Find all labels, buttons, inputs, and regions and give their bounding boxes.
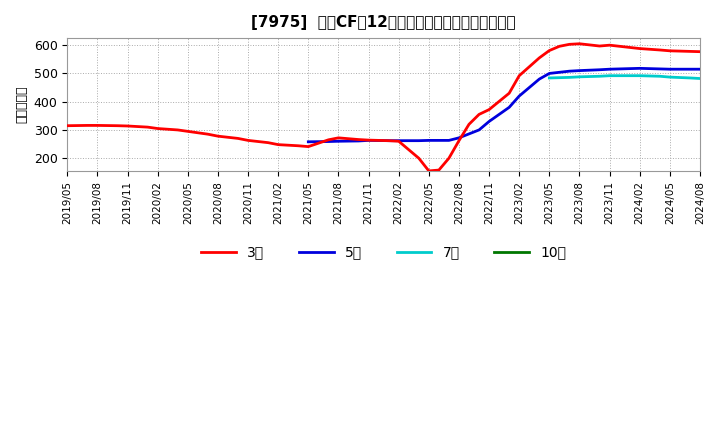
Y-axis label: （百万円）: （百万円） [15,86,28,123]
Legend: 3年, 5年, 7年, 10年: 3年, 5年, 7年, 10年 [196,240,572,265]
Title: [7975]  営業CFの12か月移動合計の標準偏差の推移: [7975] 営業CFの12か月移動合計の標準偏差の推移 [251,15,516,30]
